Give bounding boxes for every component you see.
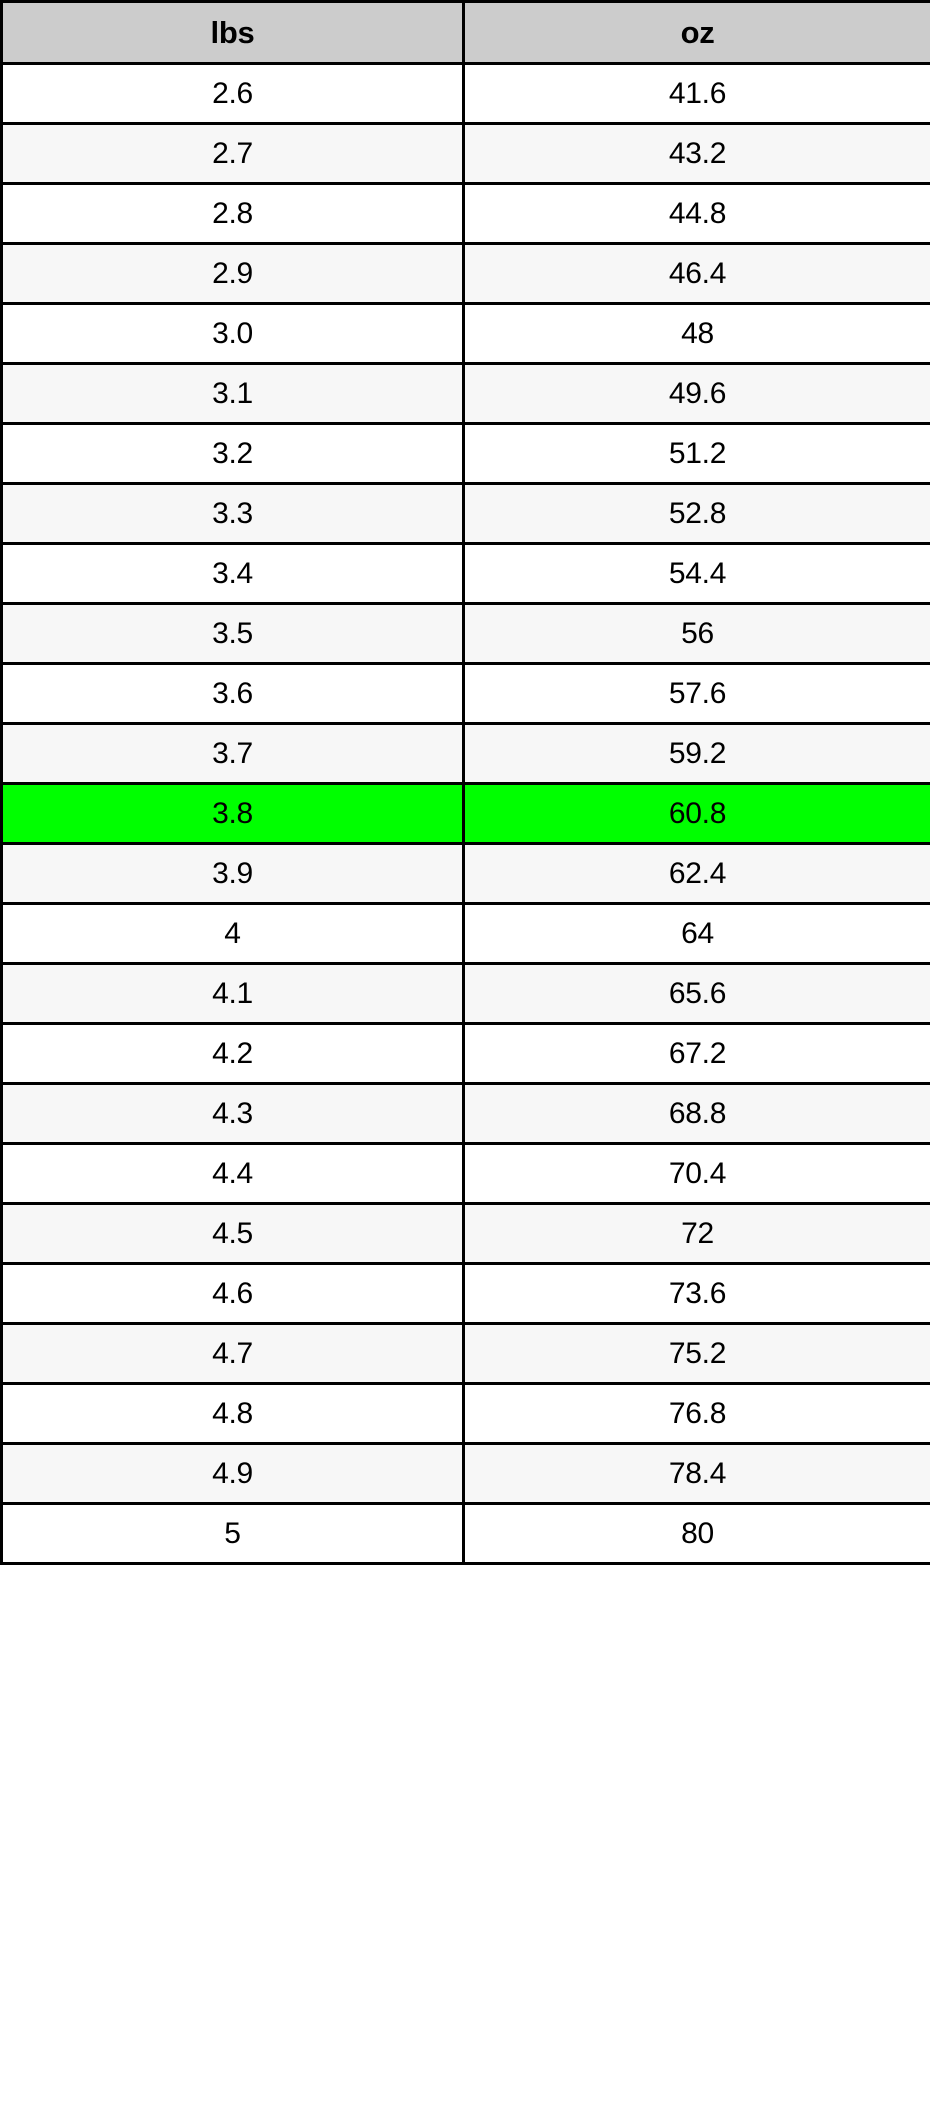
cell-lbs: 4.7 — [0, 1322, 465, 1385]
cell-lbs: 3.2 — [0, 422, 465, 485]
cell-lbs: 3.4 — [0, 542, 465, 605]
cell-oz: 43.2 — [462, 122, 930, 185]
cell-lbs: 4 — [0, 902, 465, 965]
cell-oz: 73.6 — [462, 1262, 930, 1325]
cell-oz: 62.4 — [462, 842, 930, 905]
cell-lbs: 3.3 — [0, 482, 465, 545]
table-row: 2.7 43.2 — [0, 122, 930, 185]
cell-lbs: 2.7 — [0, 122, 465, 185]
cell-oz: 51.2 — [462, 422, 930, 485]
pounds-to-ounces-conversion-table: lbs oz 2.6 41.6 2.7 43.2 2.8 44.8 2.9 46.4 3.0 48… — [0, 0, 930, 1565]
cell-oz: 49.6 — [462, 362, 930, 425]
table-row: 2.8 44.8 — [0, 182, 930, 245]
table-row: 4 64 — [0, 902, 930, 965]
cell-lbs: 4.8 — [0, 1382, 465, 1445]
cell-oz: 60.8 — [462, 782, 930, 845]
cell-oz: 59.2 — [462, 722, 930, 785]
cell-oz: 80 — [462, 1502, 930, 1565]
cell-lbs: 4.9 — [0, 1442, 465, 1505]
cell-oz: 48 — [462, 302, 930, 365]
cell-lbs: 3.9 — [0, 842, 465, 905]
cell-oz: 64 — [462, 902, 930, 965]
cell-oz: 41.6 — [462, 62, 930, 125]
cell-oz: 72 — [462, 1202, 930, 1265]
cell-oz: 52.8 — [462, 482, 930, 545]
cell-lbs: 4.4 — [0, 1142, 465, 1205]
table-row: 4.6 73.6 — [0, 1262, 930, 1325]
cell-oz: 46.4 — [462, 242, 930, 305]
table-header-row: lbs oz — [0, 0, 930, 65]
cell-oz: 44.8 — [462, 182, 930, 245]
table-row: 3.5 56 — [0, 602, 930, 665]
table-row: 4.1 65.6 — [0, 962, 930, 1025]
table-header: lbs oz — [0, 0, 930, 65]
cell-lbs: 4.1 — [0, 962, 465, 1025]
table-row: 3.2 51.2 — [0, 422, 930, 485]
cell-oz: 76.8 — [462, 1382, 930, 1445]
cell-oz: 54.4 — [462, 542, 930, 605]
table-row: 4.9 78.4 — [0, 1442, 930, 1505]
cell-lbs: 2.6 — [0, 62, 465, 125]
cell-lbs: 3.5 — [0, 602, 465, 665]
table-row: 4.3 68.8 — [0, 1082, 930, 1145]
column-header-oz: oz — [462, 0, 930, 65]
table-row: 3.1 49.6 — [0, 362, 930, 425]
cell-oz: 68.8 — [462, 1082, 930, 1145]
cell-lbs: 4.6 — [0, 1262, 465, 1325]
cell-oz: 70.4 — [462, 1142, 930, 1205]
table-row: 4.5 72 — [0, 1202, 930, 1265]
table-row: 4.4 70.4 — [0, 1142, 930, 1205]
cell-lbs: 5 — [0, 1502, 465, 1565]
cell-oz: 65.6 — [462, 962, 930, 1025]
cell-lbs: 3.1 — [0, 362, 465, 425]
cell-oz: 75.2 — [462, 1322, 930, 1385]
column-header-lbs: lbs — [0, 0, 465, 65]
cell-lbs: 2.8 — [0, 182, 465, 245]
cell-lbs: 2.9 — [0, 242, 465, 305]
table-row: 3.6 57.6 — [0, 662, 930, 725]
cell-oz: 78.4 — [462, 1442, 930, 1505]
table-row: 5 80 — [0, 1502, 930, 1565]
cell-oz: 67.2 — [462, 1022, 930, 1085]
cell-lbs: 3.6 — [0, 662, 465, 725]
cell-lbs: 4.5 — [0, 1202, 465, 1265]
table-row: 3.0 48 — [0, 302, 930, 365]
table-row: 4.8 76.8 — [0, 1382, 930, 1445]
cell-lbs: 4.2 — [0, 1022, 465, 1085]
table-row-highlighted: 3.8 60.8 — [0, 782, 930, 845]
cell-lbs: 3.8 — [0, 782, 465, 845]
table-row: 3.4 54.4 — [0, 542, 930, 605]
cell-lbs: 3.7 — [0, 722, 465, 785]
table-row: 2.9 46.4 — [0, 242, 930, 305]
table-row: 3.3 52.8 — [0, 482, 930, 545]
table-row: 4.7 75.2 — [0, 1322, 930, 1385]
table-row: 4.2 67.2 — [0, 1022, 930, 1085]
table-row: 3.7 59.2 — [0, 722, 930, 785]
cell-lbs: 4.3 — [0, 1082, 465, 1145]
table-body: 2.6 41.6 2.7 43.2 2.8 44.8 2.9 46.4 3.0 48 3.1 49.6… — [0, 62, 930, 1565]
table-row: 3.9 62.4 — [0, 842, 930, 905]
cell-lbs: 3.0 — [0, 302, 465, 365]
table-row: 2.6 41.6 — [0, 62, 930, 125]
cell-oz: 57.6 — [462, 662, 930, 725]
cell-oz: 56 — [462, 602, 930, 665]
